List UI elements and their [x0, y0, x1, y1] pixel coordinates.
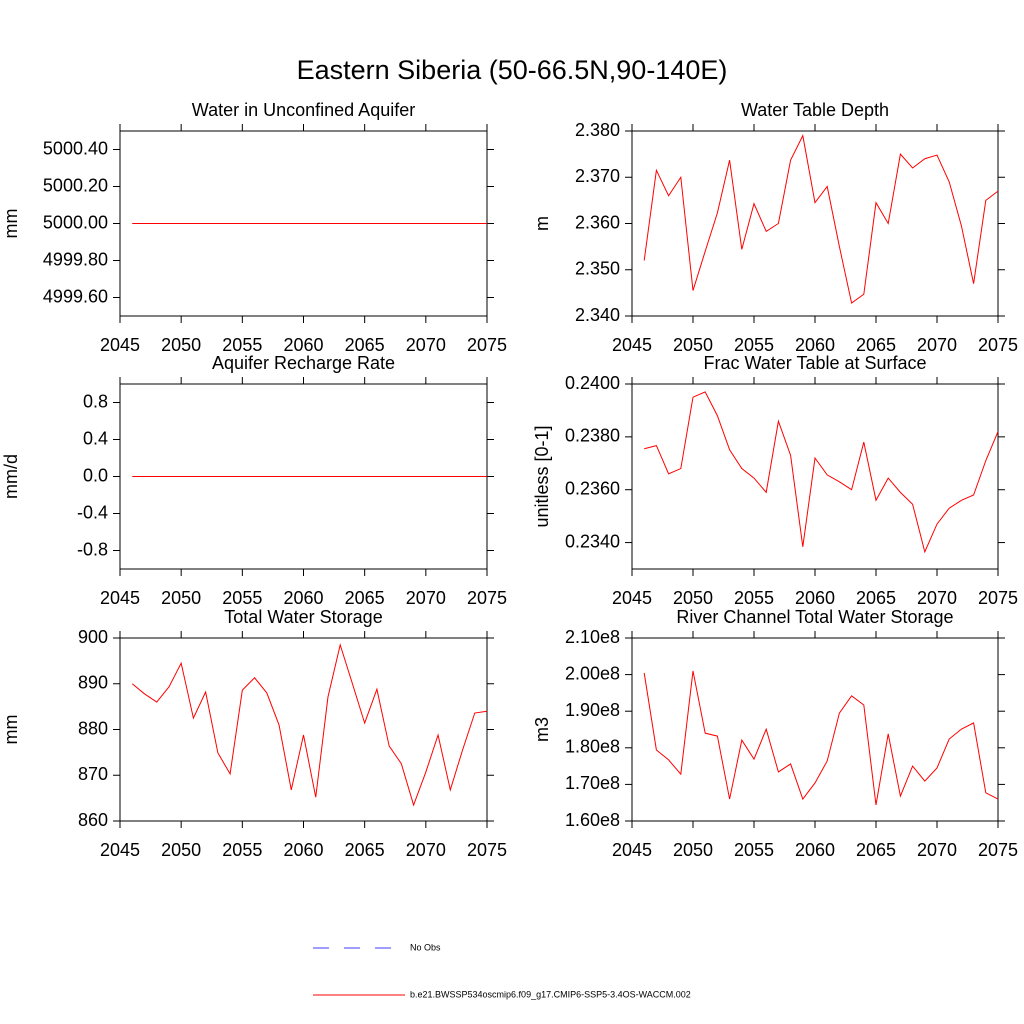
y-tick-label: 0.2360 [565, 478, 620, 498]
y-tick-label: 0.2380 [565, 426, 620, 446]
panel-title: Water in Unconfined Aquifer [192, 100, 415, 120]
y-tick-label: 2.360 [575, 212, 620, 232]
y-tick-label: 2.350 [575, 259, 620, 279]
y-tick-label: 870 [78, 764, 108, 784]
data-line [644, 391, 999, 554]
x-tick-label: 2055 [734, 335, 774, 355]
y-tick-label: 0.4 [83, 428, 108, 448]
data-line [131, 642, 488, 807]
x-tick-label: 2070 [406, 335, 446, 355]
y-tick-label: 860 [78, 810, 108, 830]
y-tick-label: 890 [78, 673, 108, 693]
y-tick-label: -0.8 [77, 539, 108, 559]
y-tick-label: 1.90e8 [565, 700, 620, 720]
y-tick-label: 900 [78, 627, 108, 647]
y-tick-label: 0.2400 [565, 373, 620, 393]
y-tick-label: 4999.80 [43, 249, 108, 269]
x-tick-label: 2065 [345, 335, 385, 355]
x-tick-label: 2075 [978, 335, 1018, 355]
x-tick-label: 2050 [673, 840, 713, 860]
x-tick-label: 2070 [917, 840, 957, 860]
y-tick-label: 880 [78, 718, 108, 738]
plot-frame [631, 383, 999, 570]
legend-label: No Obs [410, 942, 441, 952]
data-line [643, 134, 999, 304]
plot-frame [631, 637, 999, 822]
y-axis-label: mm [1, 715, 21, 745]
x-tick-label: 2055 [734, 840, 774, 860]
figure-title: Eastern Siberia (50-66.5N,90-140E) [297, 55, 728, 85]
x-tick-label: 2065 [345, 840, 385, 860]
x-tick-label: 2055 [222, 335, 262, 355]
y-tick-label: 0.2340 [565, 531, 620, 551]
x-tick-label: 2060 [283, 588, 323, 608]
y-tick-label: 2.370 [575, 166, 620, 186]
x-tick-label: 2050 [673, 335, 713, 355]
x-tick-label: 2045 [612, 840, 652, 860]
plot-frame [119, 637, 488, 822]
y-tick-label: 0.0 [83, 465, 108, 485]
x-tick-label: 2045 [100, 588, 140, 608]
x-tick-label: 2050 [161, 335, 201, 355]
y-axis-label: unitless [0-1] [532, 425, 552, 527]
x-tick-label: 2075 [978, 840, 1018, 860]
x-tick-label: 2055 [222, 840, 262, 860]
x-tick-label: 2065 [856, 840, 896, 860]
x-tick-label: 2065 [345, 588, 385, 608]
x-tick-label: 2060 [795, 588, 835, 608]
x-tick-label: 2045 [100, 840, 140, 860]
x-tick-label: 2070 [917, 588, 957, 608]
x-tick-label: 2075 [467, 335, 507, 355]
legend-label: b.e21.BWSSP534oscmip6.f09_g17.CMIP6-SSP5… [410, 989, 691, 999]
y-tick-label: 1.70e8 [565, 773, 620, 793]
plot-frame [631, 130, 999, 317]
x-tick-label: 2075 [467, 588, 507, 608]
x-tick-label: 2050 [161, 840, 201, 860]
x-tick-label: 2060 [795, 840, 835, 860]
x-tick-label: 2050 [161, 588, 201, 608]
y-axis-label: mm [1, 209, 21, 239]
y-tick-label: 1.60e8 [565, 810, 620, 830]
x-tick-label: 2070 [917, 335, 957, 355]
y-axis-label: mm/d [1, 454, 21, 499]
x-tick-label: 2075 [978, 588, 1018, 608]
panel-title: Aquifer Recharge Rate [212, 353, 395, 373]
y-tick-label: -0.4 [77, 502, 108, 522]
x-tick-label: 2055 [734, 588, 774, 608]
x-tick-label: 2060 [283, 335, 323, 355]
x-tick-label: 2050 [673, 588, 713, 608]
y-tick-label: 1.80e8 [565, 737, 620, 757]
y-tick-label: 2.10e8 [565, 627, 620, 647]
x-tick-label: 2065 [856, 335, 896, 355]
panel-title: Water Table Depth [741, 100, 889, 120]
panel-title: Total Water Storage [224, 607, 382, 627]
data-line [643, 670, 999, 805]
x-tick-label: 2075 [467, 840, 507, 860]
x-tick-label: 2070 [406, 840, 446, 860]
y-tick-label: 2.340 [575, 305, 620, 325]
x-tick-label: 2045 [612, 335, 652, 355]
x-tick-label: 2045 [612, 588, 652, 608]
y-axis-label: m3 [532, 717, 552, 742]
x-tick-label: 2060 [283, 840, 323, 860]
panel-title: River Channel Total Water Storage [676, 607, 953, 627]
x-tick-label: 2055 [222, 588, 262, 608]
panel-title: Frac Water Table at Surface [703, 353, 926, 373]
y-tick-label: 2.00e8 [565, 663, 620, 683]
y-tick-label: 2.380 [575, 120, 620, 140]
x-tick-label: 2060 [795, 335, 835, 355]
y-tick-label: 5000.20 [43, 175, 108, 195]
y-tick-label: 5000.00 [43, 212, 108, 232]
y-tick-label: 5000.40 [43, 138, 108, 158]
x-tick-label: 2045 [100, 335, 140, 355]
y-axis-label: m [532, 216, 552, 231]
x-tick-label: 2065 [856, 588, 896, 608]
y-tick-label: 4999.60 [43, 286, 108, 306]
y-tick-label: 0.8 [83, 391, 108, 411]
x-tick-label: 2070 [406, 588, 446, 608]
